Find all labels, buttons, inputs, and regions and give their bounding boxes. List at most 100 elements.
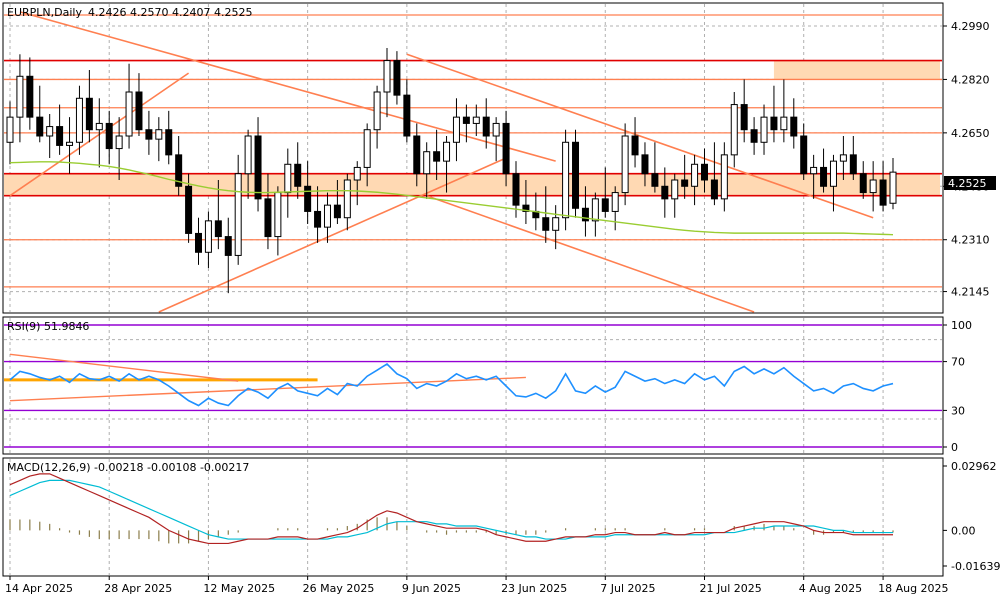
date-label: 12 May 2025 <box>203 582 275 595</box>
candle-up <box>46 126 54 137</box>
date-label: 26 May 2025 <box>303 582 375 595</box>
candle-down <box>185 185 193 234</box>
date-label: 23 Jun 2025 <box>501 582 567 595</box>
current-price-tag <box>944 176 996 190</box>
candle-up <box>155 129 163 140</box>
price-label: 4.2650 <box>951 127 990 140</box>
candle-down <box>145 129 153 140</box>
rsi-header: RSI(9) 51.9846 <box>7 320 89 333</box>
candle-down <box>770 116 778 131</box>
candle-down <box>502 122 510 175</box>
candle-up <box>363 129 371 168</box>
candle-down <box>462 116 470 124</box>
price-pane[interactable] <box>2 2 944 314</box>
candle-up <box>234 173 242 256</box>
candle-up <box>691 163 699 187</box>
price-label: 4.2145 <box>951 286 990 299</box>
macd-indicator <box>9 473 894 545</box>
candle-down <box>413 135 421 175</box>
candle-up <box>552 217 560 231</box>
candle-down <box>175 154 183 187</box>
candle-down <box>710 179 718 200</box>
macd-axis-label: -0.01639 <box>951 560 1000 573</box>
candle-down <box>661 185 669 200</box>
candle-up <box>6 116 14 143</box>
candle-up <box>780 116 788 131</box>
candle-down <box>214 220 222 238</box>
candle-up <box>671 179 679 200</box>
candle-down <box>333 204 341 219</box>
candle-down <box>36 116 44 137</box>
candle-up <box>760 116 768 143</box>
candle-down <box>581 207 589 222</box>
candle-up <box>95 122 103 131</box>
candle-down <box>482 116 490 137</box>
macd-main-line <box>9 473 893 545</box>
rsi-trend-line <box>9 376 526 402</box>
candle-up <box>591 198 599 222</box>
date-label: 14 Apr 2025 <box>5 582 73 595</box>
candle-up <box>274 192 282 238</box>
candle-up <box>343 179 351 219</box>
candle-down <box>740 104 748 131</box>
candle-up <box>730 104 738 156</box>
candle-down <box>393 60 401 96</box>
axis-labels: 14 Apr 2025 28 Apr 2025 12 May 2025 26 May … <box>5 20 1000 595</box>
candle-down <box>403 94 411 137</box>
candle-up <box>443 141 451 162</box>
candle-down <box>254 135 262 200</box>
price-label: 4.2990 <box>951 20 990 33</box>
rsi-axis-label: 70 <box>951 356 965 369</box>
candle-down <box>572 141 580 209</box>
macd-pane[interactable] <box>2 457 944 577</box>
date-label: 18 Aug 2025 <box>878 582 948 595</box>
macd-header: MACD(12,26,9) -0.00218 -0.00108 -0.00217 <box>7 461 249 474</box>
candle-down <box>85 97 93 131</box>
candle-down <box>165 129 173 156</box>
rsi-axis-label: 100 <box>951 319 972 332</box>
candle-down <box>294 163 302 187</box>
candle-down <box>105 122 113 150</box>
candle-up <box>869 179 877 194</box>
rsi-pane[interactable] <box>2 316 944 455</box>
rsi-trend-line <box>9 353 239 382</box>
candle-down <box>681 179 689 187</box>
candle-down <box>26 75 34 118</box>
candle-up <box>423 151 431 175</box>
price-label: 4.2820 <box>951 73 990 86</box>
rsi-axis-label: 0 <box>951 441 958 454</box>
candlesticks <box>6 48 897 294</box>
price-label: 4.2310 <box>951 234 990 247</box>
candle-up <box>810 166 818 175</box>
candle-up <box>452 116 460 143</box>
candle-down <box>879 179 887 206</box>
candle-up <box>66 141 74 146</box>
candle-up <box>204 220 212 253</box>
candle-down <box>750 129 758 143</box>
candle-down <box>820 166 828 187</box>
candle-down <box>651 173 659 187</box>
horizontal-levels <box>4 14 942 288</box>
candle-down <box>512 173 520 206</box>
trend-line <box>158 157 507 313</box>
candle-down <box>800 135 808 175</box>
macd-axis-label: 0.00 <box>951 524 976 537</box>
date-label: 28 Apr 2025 <box>104 582 172 595</box>
moving-average <box>9 161 894 236</box>
candle-up <box>244 135 252 175</box>
price-zone <box>773 60 940 80</box>
candle-up <box>373 91 381 131</box>
candle-down <box>631 135 639 156</box>
candle-down <box>195 232 203 253</box>
candle-up <box>383 60 391 93</box>
candle-up <box>353 166 361 181</box>
candle-up <box>75 97 83 143</box>
candle-up <box>562 141 570 219</box>
candle-up <box>125 91 133 137</box>
candle-down <box>314 210 322 228</box>
candle-down <box>700 163 708 181</box>
trend-line <box>426 194 755 313</box>
candle-down <box>542 217 550 231</box>
macd-axis-label: 0.02962 <box>951 460 997 473</box>
